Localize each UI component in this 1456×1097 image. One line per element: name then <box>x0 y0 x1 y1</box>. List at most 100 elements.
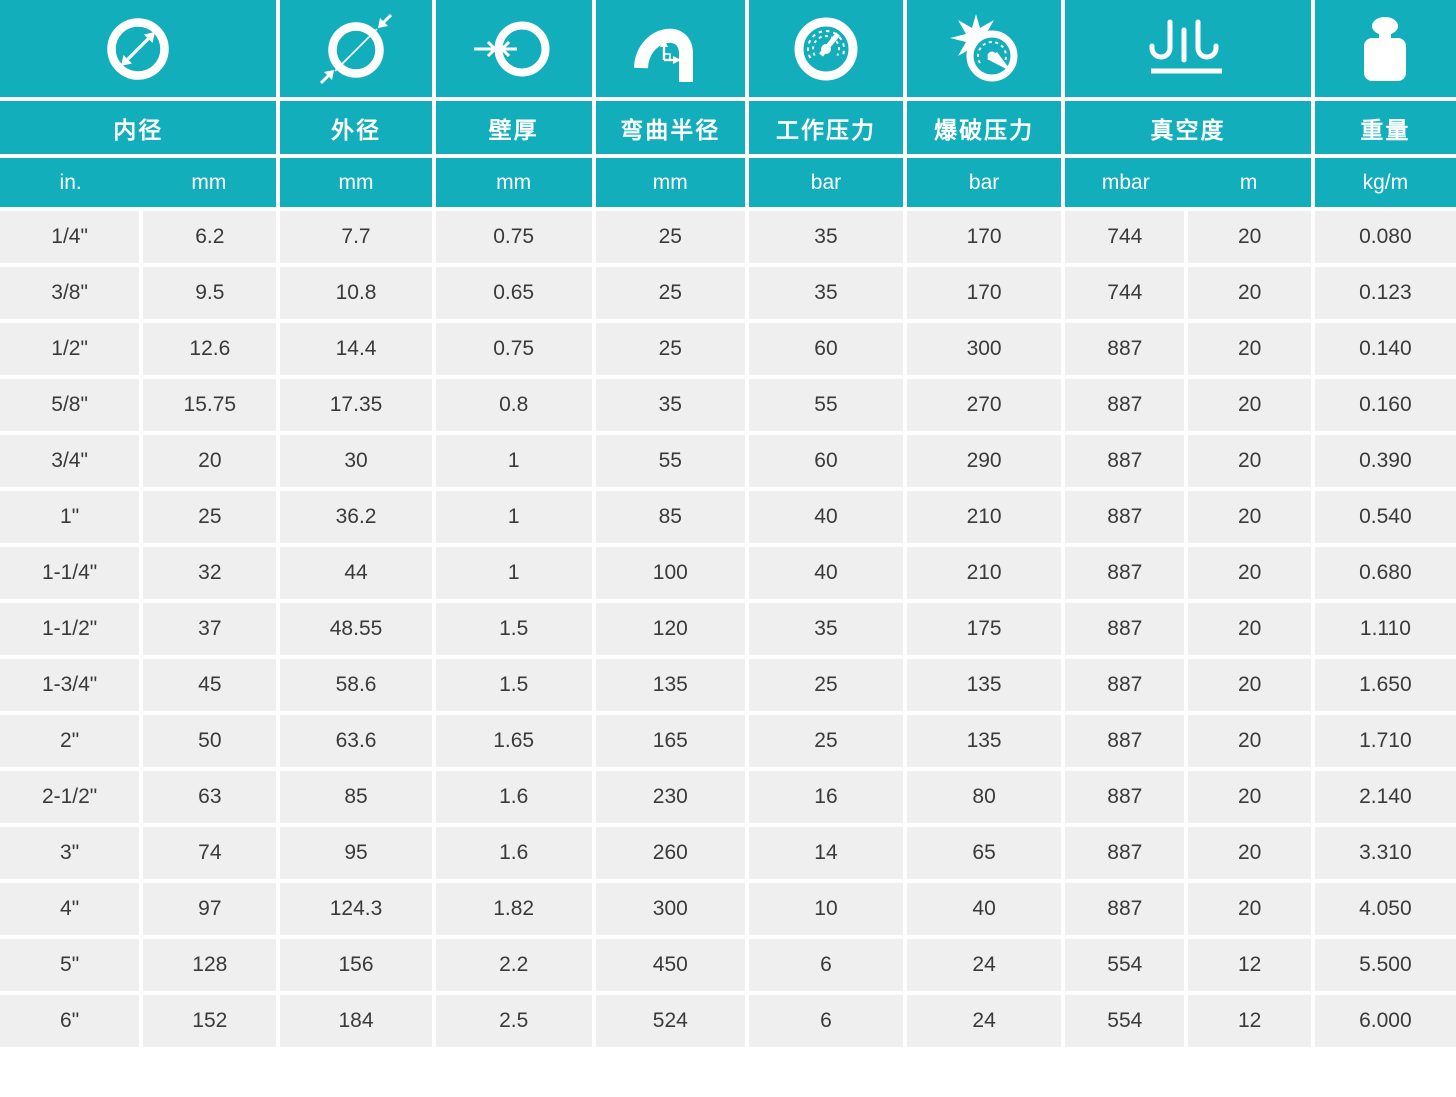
header-icon-vacuum <box>1065 0 1311 97</box>
table-cell: 887 <box>1065 883 1185 935</box>
column-title: 工作压力 <box>775 116 876 143</box>
table-cell: 170 <box>907 211 1062 263</box>
table-cell: 1 <box>435 435 592 487</box>
table-cell: 58.6 <box>280 659 432 711</box>
wall-thickness-icon <box>473 21 550 76</box>
table-cell: 6" <box>0 995 140 1047</box>
table-cell: 1.650 <box>1314 659 1456 711</box>
table-cell: 6 <box>748 995 904 1047</box>
table-cell: 14.4 <box>280 323 432 375</box>
table-cell: 95 <box>280 827 432 879</box>
table-cell: 210 <box>907 491 1062 543</box>
header-icon-working-pressure <box>748 0 904 97</box>
table-cell: 1 <box>435 491 592 543</box>
unit-header-burst-pressure: bar <box>907 158 1062 207</box>
table-cell: 80 <box>907 771 1062 823</box>
table-cell: 1.82 <box>435 883 592 935</box>
table-cell: 60 <box>748 323 904 375</box>
unit-label: mm <box>496 170 532 194</box>
table-cell: 25 <box>595 211 745 263</box>
table-cell: 184 <box>280 995 432 1047</box>
table-cell: 20 <box>1188 659 1311 711</box>
table-cell: 44 <box>280 547 432 599</box>
outer-diameter-icon <box>319 13 393 84</box>
unit-label: mbar <box>1101 170 1150 194</box>
table-cell: 128 <box>143 939 277 991</box>
table-cell: 40 <box>748 547 904 599</box>
table-cell: 744 <box>1065 267 1185 319</box>
table-cell: 63 <box>143 771 277 823</box>
column-header-burst-pressure: 爆破压力 <box>907 101 1062 154</box>
table-cell: 0.160 <box>1314 379 1456 431</box>
table-cell: 0.680 <box>1314 547 1456 599</box>
table-cell: 887 <box>1065 603 1185 655</box>
table-cell: 290 <box>907 435 1062 487</box>
table-cell: 20 <box>1188 547 1311 599</box>
table-cell: 20 <box>1188 715 1311 767</box>
table-cell: 25 <box>595 323 745 375</box>
column-title: 重量 <box>1360 116 1411 143</box>
table-cell: 40 <box>748 491 904 543</box>
table-cell: 135 <box>907 715 1062 767</box>
table-cell: 887 <box>1065 491 1185 543</box>
table-cell: 37 <box>143 603 277 655</box>
table-cell: 25 <box>748 659 904 711</box>
table-cell: 1.6 <box>435 771 592 823</box>
header-icon-wall-thickness <box>435 0 592 97</box>
unit-header-vacuum: mbar m <box>1065 158 1311 207</box>
column-title: 外径 <box>331 116 382 143</box>
table-cell: 20 <box>1188 323 1311 375</box>
column-header-weight: 重量 <box>1314 101 1456 154</box>
table-cell: 1.5 <box>435 603 592 655</box>
table-cell: 3/4" <box>0 435 140 487</box>
table-cell: 887 <box>1065 659 1185 711</box>
table-cell: 887 <box>1065 771 1185 823</box>
table-cell: 0.123 <box>1314 267 1456 319</box>
table-cell: 1.110 <box>1314 603 1456 655</box>
table-cell: 50 <box>143 715 277 767</box>
table-cell: 135 <box>595 659 745 711</box>
table-cell: 25 <box>595 267 745 319</box>
table-cell: 20 <box>1188 267 1311 319</box>
table-cell: 7.7 <box>280 211 432 263</box>
table-cell: 124.3 <box>280 883 432 935</box>
table-cell: 744 <box>1065 211 1185 263</box>
table-cell: 0.080 <box>1314 211 1456 263</box>
table-cell: 887 <box>1065 547 1185 599</box>
unit-label: bar <box>810 170 842 194</box>
table-cell: 524 <box>595 995 745 1047</box>
header-icon-inner-diameter <box>0 0 277 97</box>
table-cell: 35 <box>595 379 745 431</box>
table-cell: 3.310 <box>1314 827 1456 879</box>
unit-label: bar <box>968 170 1000 194</box>
table-cell: 12.6 <box>143 323 277 375</box>
burst-pressure-icon <box>950 13 1018 81</box>
table-cell: 5.500 <box>1314 939 1456 991</box>
unit-header-inner-diameter: in. mm <box>0 158 277 207</box>
table-cell: 0.75 <box>435 211 592 263</box>
table-cell: 1.6 <box>435 827 592 879</box>
column-title: 真空度 <box>1150 116 1226 143</box>
table-cell: 1.710 <box>1314 715 1456 767</box>
column-title: 壁厚 <box>488 116 539 143</box>
table-cell: 60 <box>748 435 904 487</box>
table-cell: 0.390 <box>1314 435 1456 487</box>
table-cell: 120 <box>595 603 745 655</box>
table-cell: 1-1/4" <box>0 547 140 599</box>
table-cell: 4" <box>0 883 140 935</box>
table-cell: 1" <box>0 491 140 543</box>
table-cell: 5/8" <box>0 379 140 431</box>
table-cell: 24 <box>907 995 1062 1047</box>
unit-header-outer-diameter: mm <box>280 158 432 207</box>
table-cell: 20 <box>1188 491 1311 543</box>
table-cell: 16 <box>748 771 904 823</box>
header-icon-weight <box>1314 0 1456 97</box>
table-cell: 20 <box>1188 883 1311 935</box>
table-cell: 1-1/2" <box>0 603 140 655</box>
header-icon-outer-diameter <box>280 0 432 97</box>
column-title: 内径 <box>113 116 164 143</box>
table-cell: 152 <box>143 995 277 1047</box>
column-header-wall-thickness: 壁厚 <box>435 101 592 154</box>
table-cell: 25 <box>748 715 904 767</box>
table-cell: 270 <box>907 379 1062 431</box>
